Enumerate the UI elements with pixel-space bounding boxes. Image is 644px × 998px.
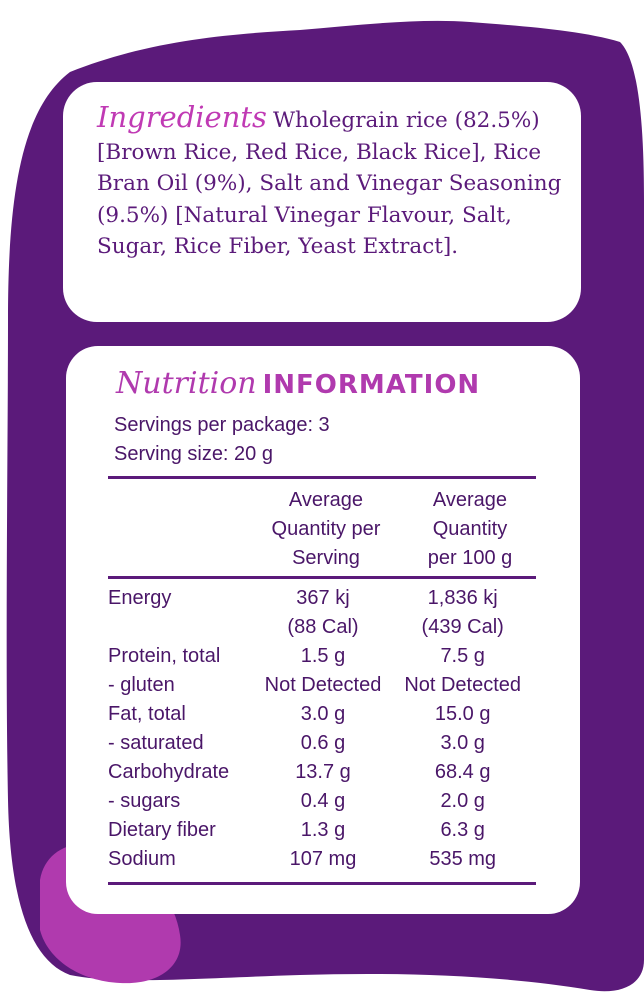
row-per-serving: 107 mg (289, 848, 357, 870)
row-name: - gluten (108, 674, 175, 696)
value-main: 1,836 kj (427, 587, 498, 609)
ingredients-card: Ingredients Wholegrain rice (82.5%) [Brow… (63, 82, 581, 322)
divider-header (108, 576, 536, 579)
row-name: Sodium (108, 848, 176, 870)
servings-per-package: Servings per package: 3 (114, 414, 330, 436)
ingredients-title: Ingredients (97, 100, 267, 134)
row-per-serving: 0.6 g (300, 732, 346, 754)
value-main: 367 kj (296, 587, 350, 609)
value-sub: (439 Cal) (421, 616, 504, 638)
nutrition-title-script: Nutrition (116, 366, 257, 401)
table-row: - saturated 0.6 g 3.0 g (108, 729, 536, 758)
column-header-per-100g: Average Quantity per 100 g (392, 486, 548, 573)
row-per-100g: 6.3 g (440, 819, 485, 841)
row-per-serving: 3.0 g (300, 703, 346, 725)
nutrition-table: Energy 367 kj (88 Cal) 1,836 kj (439 Cal… (108, 584, 536, 874)
row-per-100g: 1,836 kj (439 Cal) (389, 584, 536, 642)
column-header-line: Average (432, 489, 508, 511)
nutrition-card: Nutrition INFORMATION Servings per packag… (66, 346, 580, 914)
row-name: - sugars (108, 790, 181, 812)
row-per-100g: 3.0 g (440, 732, 485, 754)
row-name: Fat, total (108, 703, 186, 725)
row-per-100g: 2.0 g (440, 790, 485, 812)
column-header-line: Quantity (432, 518, 508, 540)
row-per-serving: 13.7 g (295, 761, 351, 783)
ingredients-text: Wholegrain rice (82.5%) [Brown Rice, Red… (97, 108, 562, 259)
column-header-line: Serving (292, 547, 360, 569)
row-name: Energy (108, 587, 172, 609)
row-per-serving: 367 kj (88 Cal) (257, 584, 390, 642)
column-header-line: per 100 g (427, 547, 513, 569)
row-per-100g: 15.0 g (434, 703, 491, 725)
serving-size: Serving size: 20 g (114, 443, 273, 465)
table-row: Dietary fiber 1.3 g 6.3 g (108, 816, 536, 845)
row-per-serving: 0.4 g (300, 790, 346, 812)
row-per-serving: 1.5 g (300, 645, 346, 667)
ingredients-paragraph: Ingredients Wholegrain rice (82.5%) [Brow… (97, 100, 567, 263)
row-per-100g: 68.4 g (434, 761, 491, 783)
table-row: Sodium 107 mg 535 mg (108, 845, 536, 874)
column-header-line: Quantity per (271, 518, 381, 540)
row-name: Protein, total (108, 645, 221, 667)
row-per-100g: 7.5 g (440, 645, 485, 667)
table-row: Fat, total 3.0 g 15.0 g (108, 700, 536, 729)
row-per-serving: Not Detected (264, 674, 382, 696)
column-header-per-serving: Average Quantity per Serving (246, 486, 406, 573)
row-per-serving: 1.3 g (300, 819, 346, 841)
table-row: - sugars 0.4 g 2.0 g (108, 787, 536, 816)
nutrition-title-caps: INFORMATION (262, 370, 481, 400)
value-sub: (88 Cal) (287, 616, 359, 638)
nutrition-title: Nutrition INFORMATION (116, 366, 480, 401)
table-row: Protein, total 1.5 g 7.5 g (108, 642, 536, 671)
table-row: Carbohydrate 13.7 g 68.4 g (108, 758, 536, 787)
row-name: Dietary fiber (108, 819, 216, 841)
row-name: - saturated (108, 732, 204, 754)
row-name: Carbohydrate (108, 761, 230, 783)
table-row: - gluten Not Detected Not Detected (108, 671, 536, 700)
divider-top (108, 476, 536, 479)
row-per-100g: Not Detected (404, 674, 522, 696)
row-per-100g: 535 mg (429, 848, 497, 870)
divider-bottom (108, 882, 536, 885)
column-header-line: Average (288, 489, 364, 511)
table-row: Energy 367 kj (88 Cal) 1,836 kj (439 Cal… (108, 584, 536, 642)
